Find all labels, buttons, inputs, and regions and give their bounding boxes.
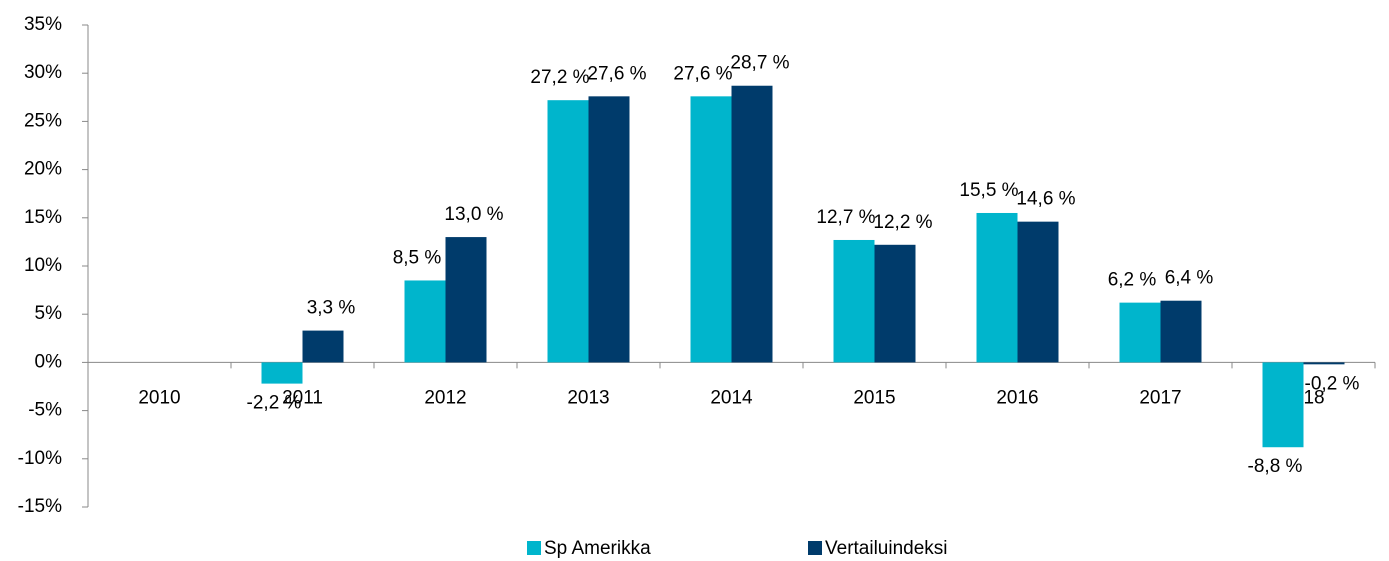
legend-swatch xyxy=(808,541,822,555)
data-label: -2,2 % xyxy=(247,393,302,414)
data-label: 13,0 % xyxy=(444,204,503,225)
y-tick-label: 35% xyxy=(24,14,62,35)
bar xyxy=(976,212,1018,363)
y-tick-label: 30% xyxy=(24,62,62,83)
x-tick-label: 2012 xyxy=(424,387,466,408)
data-label: 12,7 % xyxy=(816,207,875,228)
x-tick-label: 2014 xyxy=(710,387,753,408)
x-tick-label: 2016 xyxy=(996,387,1038,408)
data-label: 12,2 % xyxy=(873,212,932,233)
data-label: 27,6 % xyxy=(587,63,646,84)
data-label: 27,6 % xyxy=(673,63,732,84)
data-label: 27,2 % xyxy=(530,67,589,88)
data-label: 28,7 % xyxy=(730,53,789,74)
bar xyxy=(302,330,344,363)
data-label: 3,3 % xyxy=(307,298,356,319)
data-label: 6,4 % xyxy=(1165,268,1214,289)
bar xyxy=(1160,300,1202,363)
bar xyxy=(833,239,875,363)
x-tick-label: 2017 xyxy=(1139,387,1181,408)
bar xyxy=(874,244,916,363)
y-tick-label: -15% xyxy=(18,496,62,517)
y-tick-label: 5% xyxy=(35,303,63,324)
data-label: -8,8 % xyxy=(1248,456,1303,477)
y-tick-label: 10% xyxy=(24,255,62,276)
bar xyxy=(588,96,630,363)
x-tick-label: 2011 xyxy=(282,387,323,408)
bar xyxy=(690,96,732,363)
bar xyxy=(1303,362,1345,365)
bar xyxy=(404,280,446,363)
legend-label: Sp Amerikka xyxy=(544,538,651,559)
legend-swatch xyxy=(527,541,541,555)
data-label: 8,5 % xyxy=(393,247,442,268)
data-label: 14,6 % xyxy=(1016,189,1075,210)
bar xyxy=(1119,302,1161,363)
y-tick-label: 20% xyxy=(24,159,62,180)
data-label: -0,2 % xyxy=(1305,373,1360,394)
y-tick-label: 15% xyxy=(24,207,62,228)
x-tick-label: 2013 xyxy=(567,387,609,408)
y-tick-label: -10% xyxy=(18,448,62,469)
legend-label: Vertailuindeksi xyxy=(825,538,948,559)
x-tick-label: 2010 xyxy=(138,387,180,408)
bar xyxy=(1262,362,1304,448)
y-tick-label: 25% xyxy=(24,110,62,131)
bar xyxy=(445,237,487,363)
bar xyxy=(547,100,589,363)
data-label: 15,5 % xyxy=(959,180,1018,201)
x-tick-label: 2015 xyxy=(853,387,895,408)
bar xyxy=(731,85,773,363)
bar xyxy=(1017,221,1059,363)
y-tick-label: -5% xyxy=(28,400,62,421)
bar xyxy=(261,362,303,384)
y-tick-label: 0% xyxy=(35,351,63,372)
data-label: 6,2 % xyxy=(1108,270,1157,291)
